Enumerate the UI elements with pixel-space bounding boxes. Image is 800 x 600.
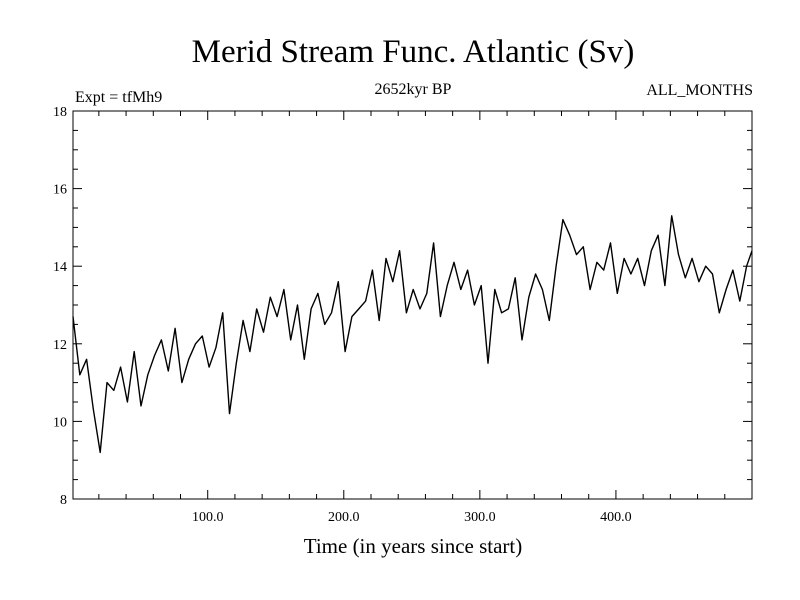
y-tick-label: 10 xyxy=(53,415,67,430)
y-tick-label: 16 xyxy=(53,183,67,198)
subtitle-period: 2652kyr BP xyxy=(375,81,452,98)
series-line-atlantic-moc xyxy=(72,215,753,454)
x-tick-label: 200.0 xyxy=(328,510,360,525)
subtitle-months: ALL_MONTHS xyxy=(646,82,753,99)
y-tick-label: 18 xyxy=(53,105,67,120)
y-tick-label: 8 xyxy=(60,493,67,508)
y-axis-ticks: 8 10 12 14 16 18 xyxy=(53,105,752,508)
series-group xyxy=(72,215,753,454)
x-tick-label: 400.0 xyxy=(600,510,632,525)
plot-frame xyxy=(72,110,753,500)
x-axis-label: Time (in years since start) xyxy=(304,534,523,558)
x-axis-ticks: 100.0 200.0 300.0 400.0 xyxy=(98,111,726,525)
chart-title: Merid Stream Func. Atlantic (Sv) xyxy=(192,34,635,70)
y-tick-label: 12 xyxy=(53,338,67,353)
x-tick-label: 100.0 xyxy=(192,510,224,525)
y-tick-label: 14 xyxy=(53,260,67,275)
subtitle-experiment: Expt = tfMh9 xyxy=(75,89,162,106)
x-tick-label: 300.0 xyxy=(464,510,496,525)
